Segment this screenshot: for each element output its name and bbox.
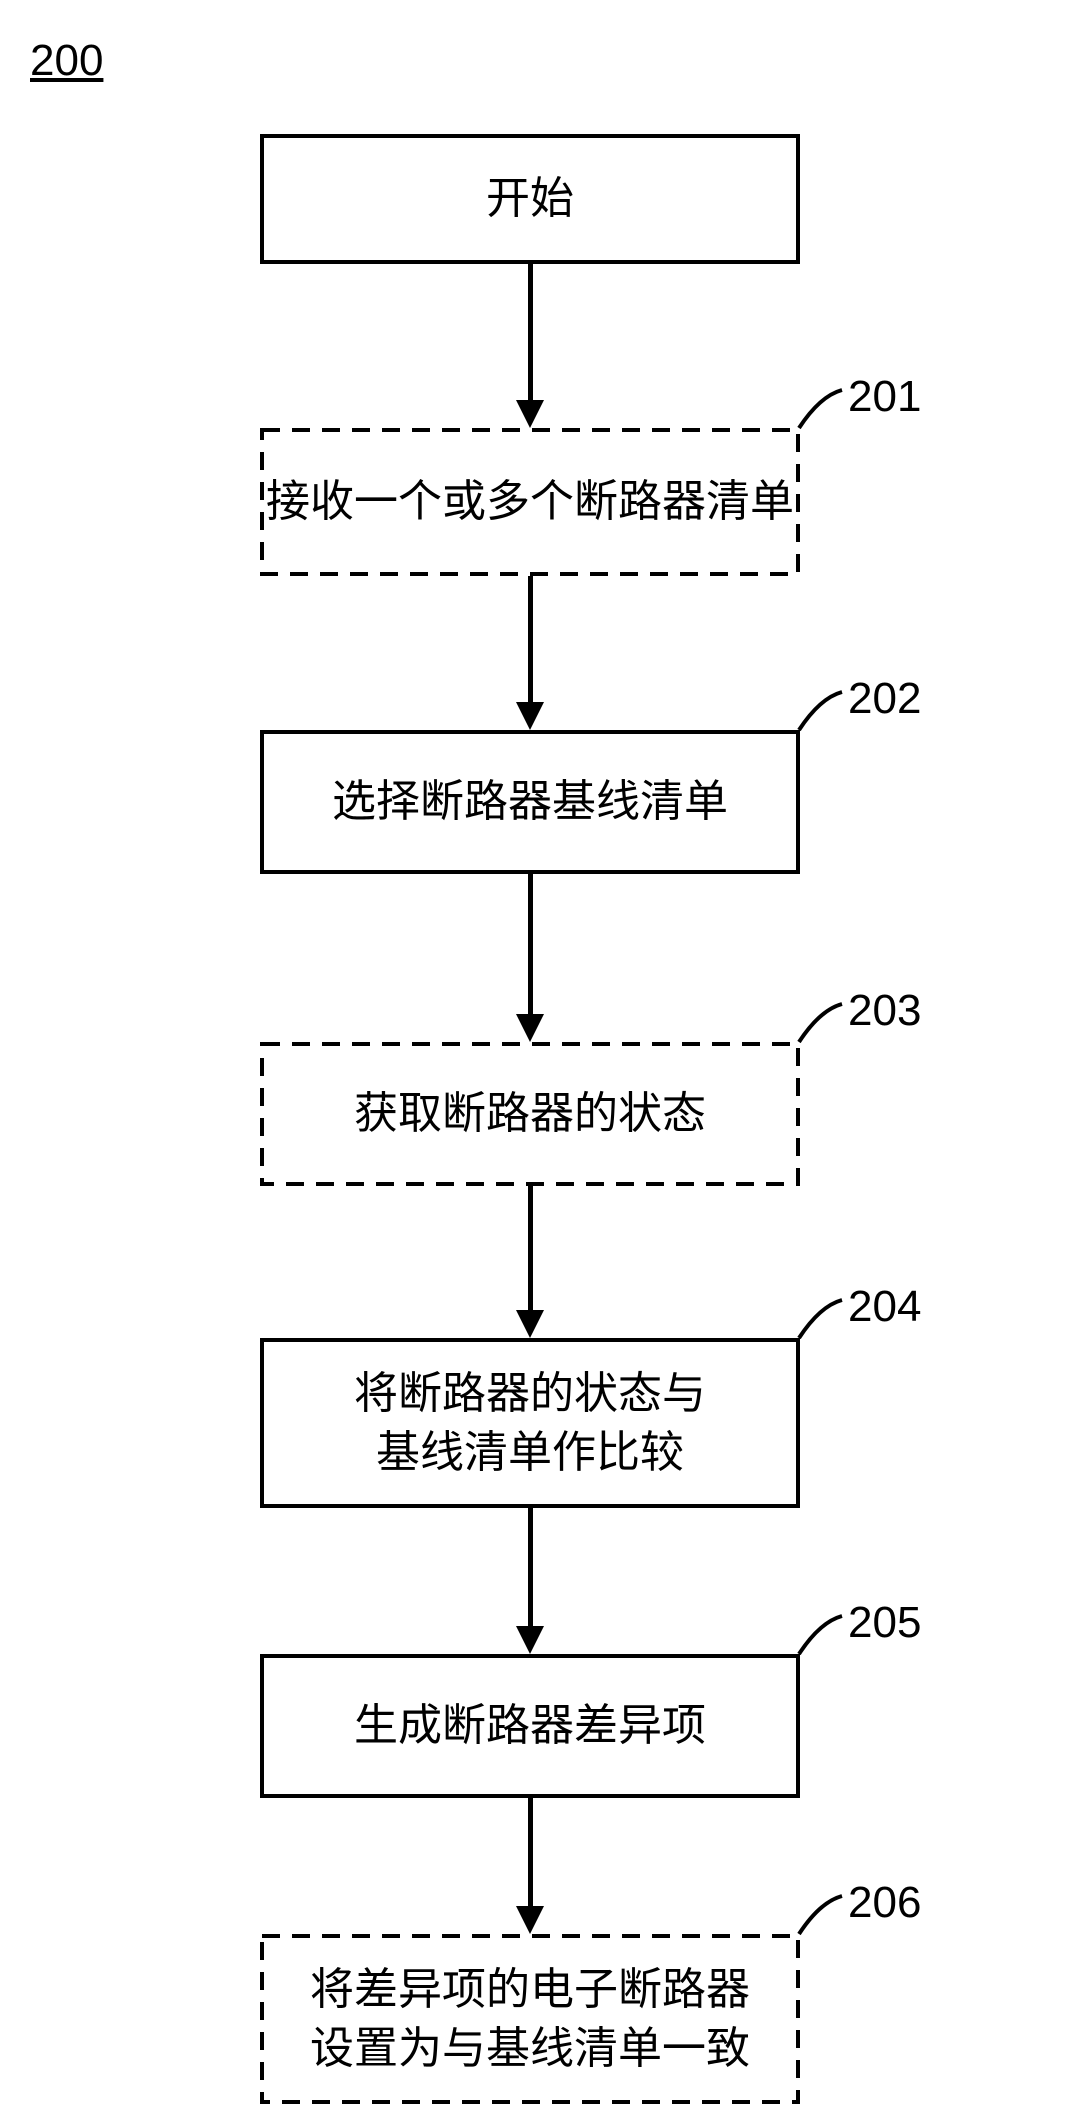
arrow-head-start-to-201	[516, 400, 544, 428]
arrow-line-202-to-203	[528, 874, 533, 1014]
step-box-206: 将差异项的电子断路器 设置为与基线清单一致	[260, 1934, 800, 2104]
arrow-head-201-to-202	[516, 702, 544, 730]
step-text-202: 选择断路器基线清单	[332, 772, 728, 831]
callout-curve-201	[795, 386, 846, 432]
step-label-204: 204	[848, 1282, 921, 1332]
step-text-206: 将差异项的电子断路器 设置为与基线清单一致	[310, 1960, 750, 2079]
step-text-201: 接收一个或多个断路器清单	[266, 472, 794, 531]
arrow-line-203-to-204	[528, 1186, 533, 1310]
step-box-202: 选择断路器基线清单	[260, 730, 800, 874]
arrow-line-204-to-205	[528, 1508, 533, 1626]
step-text-205: 生成断路器差异项	[354, 1696, 706, 1755]
step-label-203: 203	[848, 986, 921, 1036]
step-box-204: 将断路器的状态与 基线清单作比较	[260, 1338, 800, 1508]
step-box-201: 接收一个或多个断路器清单	[260, 428, 800, 576]
step-label-206: 206	[848, 1878, 921, 1928]
arrow-head-203-to-204	[516, 1310, 544, 1338]
figure-number: 200	[30, 36, 103, 86]
arrow-head-204-to-205	[516, 1626, 544, 1654]
step-text-204: 将断路器的状态与 基线清单作比较	[354, 1364, 706, 1483]
callout-curve-203	[795, 1000, 846, 1046]
step-box-203: 获取断路器的状态	[260, 1042, 800, 1186]
arrow-line-201-to-202	[528, 576, 533, 702]
arrow-line-205-to-206	[528, 1798, 533, 1906]
arrow-line-start-to-201	[528, 264, 533, 400]
step-label-205: 205	[848, 1598, 921, 1648]
step-text-203: 获取断路器的状态	[354, 1084, 706, 1143]
step-label-202: 202	[848, 674, 921, 724]
callout-curve-206	[795, 1892, 846, 1938]
step-box-start: 开始	[260, 134, 800, 264]
step-text-start: 开始	[486, 169, 574, 228]
step-label-201: 201	[848, 372, 921, 422]
callout-curve-205	[795, 1612, 846, 1658]
arrow-head-202-to-203	[516, 1014, 544, 1042]
arrow-head-205-to-206	[516, 1906, 544, 1934]
step-box-205: 生成断路器差异项	[260, 1654, 800, 1798]
callout-curve-204	[795, 1296, 846, 1342]
callout-curve-202	[795, 688, 846, 734]
